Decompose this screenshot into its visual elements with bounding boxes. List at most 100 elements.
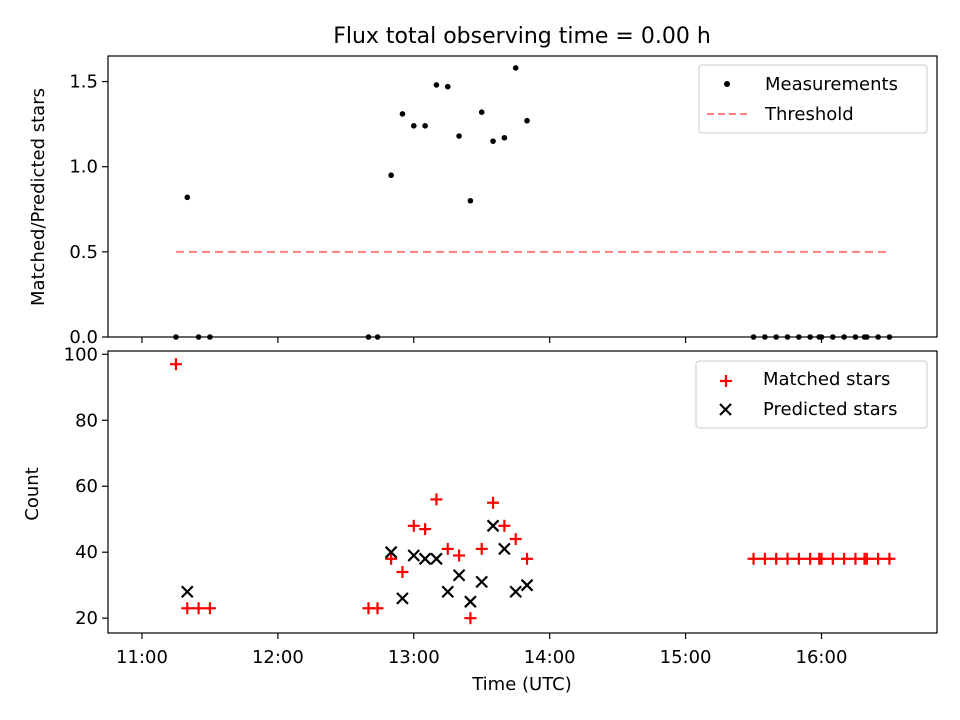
x-tick-label: 14:00 [524, 647, 576, 668]
measurement-point [886, 334, 893, 340]
x-axis-label: Time (UTC) [471, 674, 572, 695]
x-tick-label: 11:00 [116, 647, 168, 668]
predicted-stars-point [407, 549, 421, 562]
matched-stars-point [838, 552, 851, 565]
bottom-legend-box [695, 360, 928, 429]
bottom-legend: Matched stars Predicted stars [695, 360, 928, 429]
matched-stars-point [407, 519, 420, 532]
matched-stars-point [464, 612, 477, 625]
x-tick-label: 13:00 [388, 647, 440, 668]
x-tick-label: 16:00 [796, 647, 848, 668]
predicted-stars-point [430, 552, 443, 566]
matched-stars-point [826, 552, 839, 565]
matched-stars-point [747, 552, 760, 565]
measurement-point [490, 138, 496, 144]
predicted-stars-point [498, 542, 511, 556]
measurement-point [184, 194, 191, 201]
matched-stars-point [487, 496, 500, 509]
measurement-point [524, 117, 530, 124]
x-tick-label: 12:00 [252, 647, 304, 668]
measurement-point [863, 334, 870, 340]
measurement-point [207, 334, 213, 340]
measurement-point [410, 123, 417, 129]
measurement-point [456, 133, 462, 139]
matched-stars-point [169, 358, 182, 371]
matched-stars-point [475, 542, 488, 555]
top-legend: Measurements Threshold [698, 64, 928, 134]
measurement-point [875, 334, 881, 340]
predicted-stars-point [509, 585, 522, 599]
measurement-point [796, 334, 802, 340]
measurement-point [762, 334, 768, 340]
matched-stars-point [758, 552, 771, 565]
bottom-x-ticks: 11:00 12:00 13:00 14:00 15:00 16:00 [116, 633, 847, 668]
top-y-axis-label: Matched/Predicted stars [28, 88, 49, 306]
bottom-y-axis-label: Count [22, 467, 43, 520]
y-tick-label: 1.0 [69, 157, 98, 178]
matched-stars-point [192, 602, 205, 615]
predicted-stars-point [464, 595, 477, 608]
measurements-legend-marker [724, 81, 730, 87]
predicted-legend-marker [719, 403, 732, 416]
top-panel: 0.0 0.5 1.0 1.5 Matched/Predicted stars Mea… [28, 55, 938, 348]
matched-stars-point [860, 552, 873, 565]
bottom-plot-area [107, 350, 938, 634]
measurement-point [478, 109, 485, 115]
matched-stars-point [883, 552, 896, 565]
matched-stars-point [181, 602, 194, 615]
bottom-series-marks [169, 358, 896, 625]
matched-stars-point [781, 552, 794, 565]
measurement-point [422, 123, 428, 129]
matched-stars-point [521, 552, 534, 565]
top-series-marks [173, 65, 893, 340]
measurement-point [501, 134, 508, 141]
matched-stars-point [430, 493, 443, 506]
y-tick-label: 80 [75, 410, 98, 431]
predicted-stars-point [452, 569, 466, 582]
measurement-point [852, 334, 859, 340]
matched-stars-point [509, 533, 522, 545]
y-tick-label: 20 [75, 608, 98, 629]
y-tick-label: 1.5 [69, 72, 98, 93]
top-x-ticks [141, 337, 823, 343]
y-tick-label: 60 [75, 476, 98, 497]
bottom-y-ticks: 20 40 60 80 100 [64, 344, 108, 629]
threshold-legend-label: Threshold [764, 104, 854, 125]
measurement-point [444, 83, 451, 90]
predicted-stars-point [418, 552, 432, 566]
top-y-ticks: 0.0 0.5 1.0 1.5 [69, 72, 108, 348]
matched-legend-label: Matched stars [763, 369, 890, 390]
matched-stars-point [203, 602, 216, 615]
y-tick-label: 0.0 [69, 327, 98, 348]
measurement-point [173, 334, 179, 340]
measurement-point [467, 197, 474, 204]
top-legend-box [698, 64, 928, 134]
measurement-point [807, 334, 813, 340]
matched-stars-point [770, 552, 783, 565]
matched-stars-point [815, 552, 828, 565]
predicted-stars-point [441, 585, 455, 599]
chart-title: Flux total observing time = 0.00 h [333, 24, 711, 49]
measurement-point [750, 334, 757, 340]
y-tick-label: 0.5 [69, 242, 98, 263]
predicted-stars-point [520, 578, 534, 592]
predicted-stars-point [486, 519, 500, 533]
predicted-stars-point [475, 575, 489, 589]
matched-stars-point [498, 519, 511, 532]
matched-stars-point [453, 549, 466, 562]
matched-stars-point [441, 542, 454, 555]
matched-stars-point [385, 552, 398, 565]
matched-legend-marker [720, 375, 732, 387]
bottom-panel: 20 40 60 80 100 11:00 12:00 13:00 14:00 15:00 16:… [22, 344, 938, 695]
measurements-legend-label: Measurements [765, 74, 898, 95]
measurement-point [433, 82, 440, 88]
measurement-point [784, 334, 791, 340]
measurement-point [195, 334, 202, 340]
measurement-point [388, 172, 394, 179]
predicted-stars-point [384, 545, 398, 559]
measurement-point [841, 334, 847, 340]
measurement-point [374, 334, 381, 340]
measurement-point [773, 334, 779, 340]
matched-stars-point [396, 565, 409, 578]
